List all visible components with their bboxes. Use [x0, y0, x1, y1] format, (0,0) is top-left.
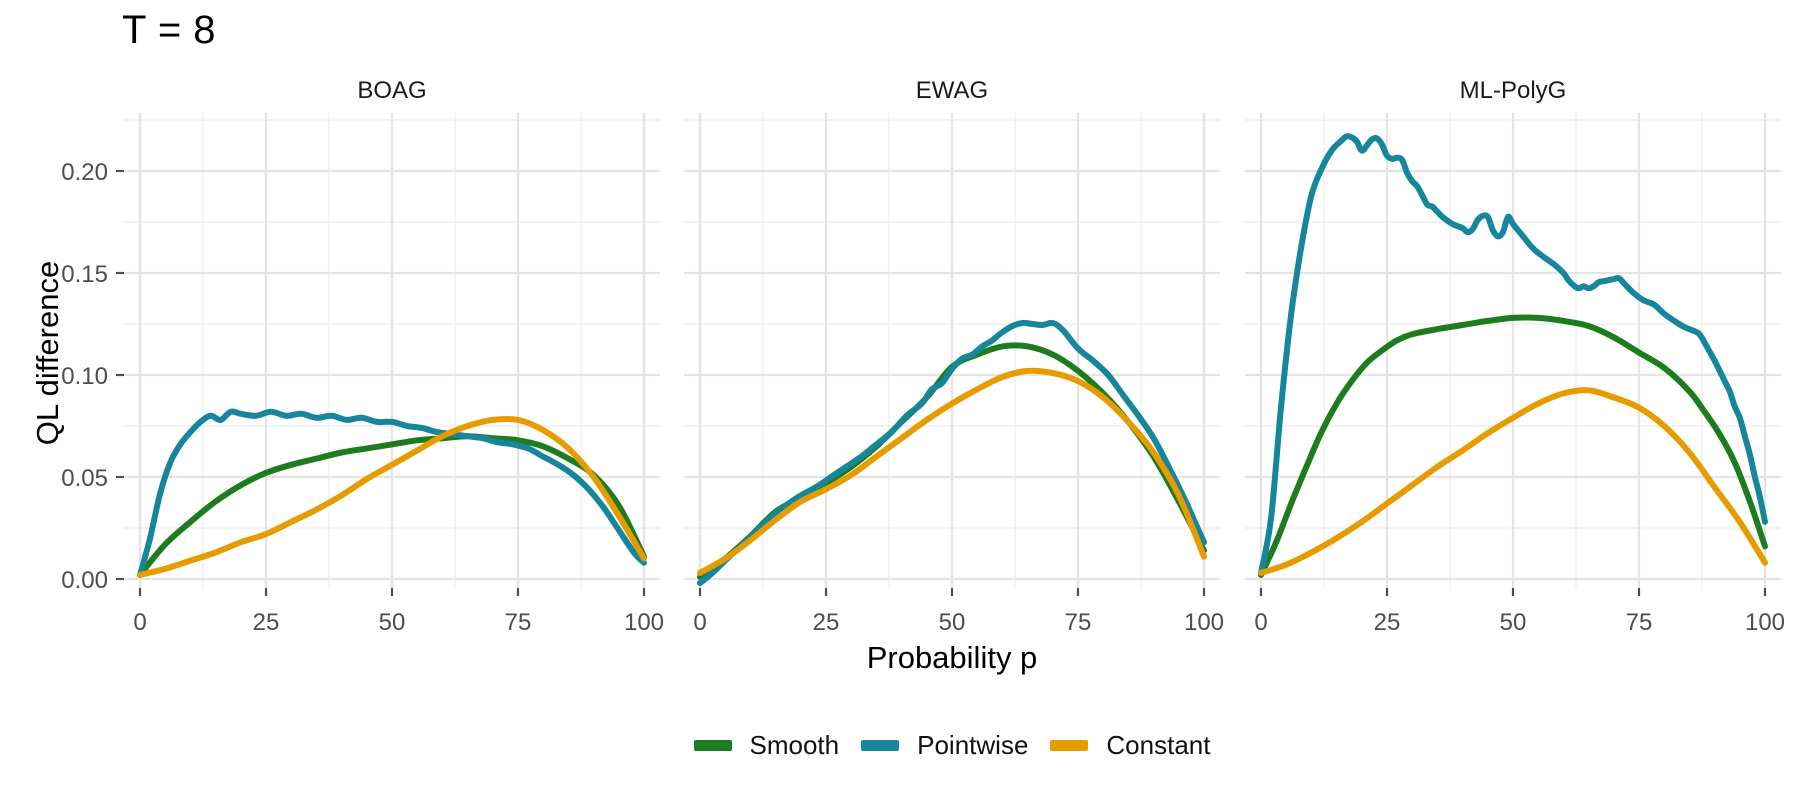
- x-tick-label: 100: [1184, 609, 1224, 636]
- series-line-pointwise: [137, 408, 647, 578]
- x-tick-label: 0: [1254, 609, 1267, 636]
- pointwise-line-swatch-icon: [861, 740, 900, 751]
- series-line-smooth: [137, 433, 647, 578]
- constant-line-swatch-icon: [1050, 740, 1089, 751]
- x-tick-label: 25: [1374, 609, 1401, 636]
- x-tick-label: 25: [253, 609, 280, 636]
- y-tick-label: 0.10: [61, 363, 108, 390]
- legend-item-pointwise: Pointwise: [861, 730, 1028, 761]
- x-tick-label: 75: [1065, 609, 1092, 636]
- legend-label: Smooth: [749, 730, 840, 760]
- panel-strip-title: EWAG: [916, 77, 988, 104]
- series-line-pointwise: [1258, 133, 1768, 576]
- x-tick-label: 50: [379, 609, 406, 636]
- panel-ML-PolyG: 0 25 50 75 100 ML-PolyG: [1245, 77, 1785, 636]
- legend-label: Constant: [1106, 730, 1211, 760]
- legend-item-smooth: Smooth: [693, 730, 840, 761]
- series-line-constant: [137, 415, 647, 578]
- x-tick-label: 25: [813, 609, 840, 636]
- series-line-pointwise: [697, 319, 1207, 587]
- series-line-constant: [1258, 387, 1768, 576]
- x-tick-label: 100: [624, 609, 664, 636]
- x-axis-title: Probability p: [866, 640, 1038, 675]
- x-tick-label: 50: [1500, 609, 1527, 636]
- x-tick-label: 50: [939, 609, 966, 636]
- y-tick-label: 0.05: [61, 465, 108, 492]
- smooth-line-swatch-icon: [693, 740, 732, 751]
- y-axis-title: QL difference: [30, 260, 65, 446]
- legend-label: Pointwise: [917, 730, 1029, 760]
- x-tick-label: 0: [693, 609, 706, 636]
- panel-EWAG: 0 25 50 75 100 EWAG: [684, 77, 1224, 636]
- x-tick-label: 0: [133, 609, 146, 636]
- y-tick-label: 0.15: [61, 261, 108, 288]
- y-tick-label: 0.20: [61, 159, 108, 186]
- legend: Smooth Pointwise Constant: [104, 730, 1800, 761]
- plot-title: T = 8: [122, 8, 217, 52]
- legend-item-constant: Constant: [1050, 730, 1210, 761]
- series-line-constant: [697, 367, 1207, 576]
- y-tick-label: 0.00: [61, 567, 108, 594]
- panel-BOAG: 0 25 50 75 100 BOAG: [124, 77, 664, 636]
- x-tick-label: 100: [1745, 609, 1785, 636]
- panel-strip-title: ML-PolyG: [1460, 77, 1567, 104]
- series-line-smooth: [1258, 314, 1768, 578]
- panel-strip-title: BOAG: [357, 77, 426, 104]
- x-tick-label: 75: [505, 609, 532, 636]
- x-tick-label: 75: [1626, 609, 1653, 636]
